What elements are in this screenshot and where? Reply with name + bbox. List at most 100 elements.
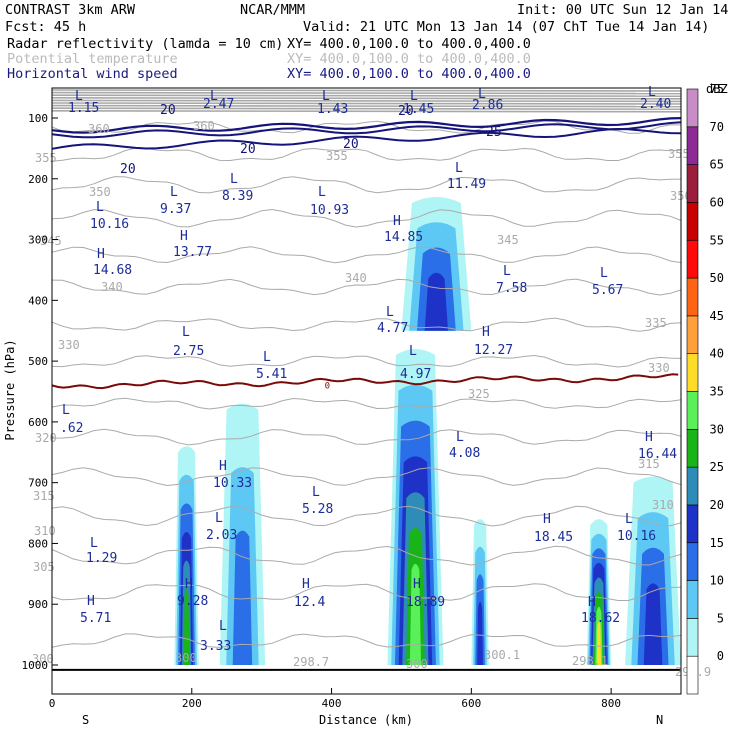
colorbar-label: 25 <box>710 460 724 474</box>
extremum-type: H <box>413 577 421 592</box>
wind-contour-label: 20 <box>240 142 256 157</box>
extremum-value: 4.08 <box>449 446 480 461</box>
extremum-type: L <box>219 619 227 634</box>
wind-contour <box>51 117 682 134</box>
extremum-type: H <box>543 512 551 527</box>
wind-contour-label: 20 <box>120 162 136 177</box>
theta-contour <box>51 208 682 228</box>
theta-contour-label: 300 <box>32 652 54 666</box>
theta-contour <box>51 505 682 527</box>
valid-time: Valid: 21 UTC Mon 13 Jan 14 (07 ChT Tue … <box>303 19 709 35</box>
theta-contour-label: 355 <box>35 151 57 165</box>
extremum-value: 7.58 <box>496 281 527 296</box>
extremum-value: 1.15 <box>68 101 99 116</box>
extremum-type: L <box>648 85 656 100</box>
theta-contour-label: 300.1 <box>484 648 520 662</box>
extremum-value: 13.77 <box>173 245 212 260</box>
theta-contour-label: 305 <box>33 560 55 574</box>
theta-contour-label: 360 <box>88 122 110 136</box>
extremum-value: 10.16 <box>617 529 656 544</box>
wind-contour-label: 25 <box>486 125 502 140</box>
init-time: Init: 00 UTC Sun 12 Jan 14 <box>517 2 728 18</box>
colorbar-label: 20 <box>710 498 724 512</box>
theta-contour-label: 345 <box>497 233 519 247</box>
theta-contour-label: 315 <box>638 457 660 471</box>
extremum-type: L <box>215 511 223 526</box>
extremum-value: 3.33 <box>200 639 231 654</box>
reflectivity-cell <box>409 563 422 665</box>
freezing-level-label: 0 <box>325 381 330 391</box>
theta-contour-label: 300 <box>406 657 428 671</box>
extremum-type: L <box>230 172 238 187</box>
theta-contour-label: 355 <box>668 147 690 161</box>
extremum-value: 5.28 <box>302 502 333 517</box>
extremum-type: L <box>386 305 394 320</box>
x-tick-label: 800 <box>601 697 621 710</box>
extremum-value: 18.45 <box>534 530 573 545</box>
y-tick-label: 1000 <box>22 659 49 672</box>
theta-contour <box>51 176 682 194</box>
colorbar-swatch <box>686 618 699 657</box>
y-tick-label: 200 <box>28 173 48 186</box>
colorbar-label: 40 <box>710 347 724 361</box>
extremum-value: 18.62 <box>581 611 620 626</box>
wind-contour-label: 20 <box>160 103 176 118</box>
y-tick-label: 900 <box>28 598 48 611</box>
extremum-type: H <box>185 577 193 592</box>
theta-contour-label: 360 <box>193 119 215 133</box>
colorbar-swatch <box>686 504 699 544</box>
colorbar-swatch <box>686 655 699 695</box>
extremum-value: 2.40 <box>640 97 671 112</box>
field-label-theta: Potential temperature <box>7 51 178 67</box>
extremum-type: L <box>409 344 417 359</box>
x-tick-label: 200 <box>182 697 202 710</box>
field-xy-wind: XY= 400.0,100.0 to 400.0,400.0 <box>287 66 531 82</box>
colorbar-label: 0 <box>717 649 724 663</box>
y-tick-label: 600 <box>28 416 48 429</box>
colorbar-label: 5 <box>717 611 724 625</box>
colorbar-swatch <box>686 580 699 619</box>
extremum-value: 16.44 <box>638 447 677 462</box>
extremum-type: L <box>318 185 326 200</box>
extremum-type: L <box>322 89 330 104</box>
theta-contour-label: 298.1 <box>572 654 608 668</box>
colorbar-label: 55 <box>710 233 724 247</box>
extremum-value: 12.4 <box>294 595 325 610</box>
theta-contour <box>51 354 682 368</box>
reflectivity-cell <box>232 530 253 665</box>
extremum-value: 2.75 <box>173 344 204 359</box>
colorbar-label: 65 <box>710 158 724 172</box>
extremum-type: L <box>410 89 418 104</box>
extremum-type: H <box>87 594 95 609</box>
extremum-type: H <box>180 229 188 244</box>
colorbar-label: 15 <box>710 536 724 550</box>
colorbar-swatch <box>686 277 699 317</box>
field-xy-theta: XY= 400.0,100.0 to 400.0,400.0 <box>287 51 531 67</box>
theta-contour-label: 325 <box>468 387 490 401</box>
theta-contour <box>51 94 682 97</box>
y-tick-label: 300 <box>28 234 48 247</box>
extremum-value: 4.77 <box>377 321 408 336</box>
theta-contour <box>51 428 682 446</box>
extremum-type: L <box>312 485 320 500</box>
theta-contour <box>51 120 682 134</box>
reflectivity-cell <box>183 589 190 665</box>
y-tick-label: 800 <box>28 537 48 550</box>
theta-contour <box>51 633 682 648</box>
extremum-type: H <box>588 595 596 610</box>
theta-contour <box>51 246 682 264</box>
theta-contour-label: 355 <box>326 149 348 163</box>
x-tick-label: 600 <box>461 697 481 710</box>
plot-frame <box>51 87 682 695</box>
theta-contour <box>51 317 682 332</box>
theta-contour <box>51 110 682 113</box>
extremum-value: 10.93 <box>310 203 349 218</box>
theta-contour <box>51 99 682 103</box>
theta-contour-label: 310 <box>34 524 56 538</box>
y-tick-label: 100 <box>28 112 48 125</box>
colorbar-swatch <box>686 88 699 128</box>
theta-contour <box>51 104 682 108</box>
theta-contour-label: 330 <box>648 361 670 375</box>
wind-contour-label: 20 <box>343 137 359 152</box>
